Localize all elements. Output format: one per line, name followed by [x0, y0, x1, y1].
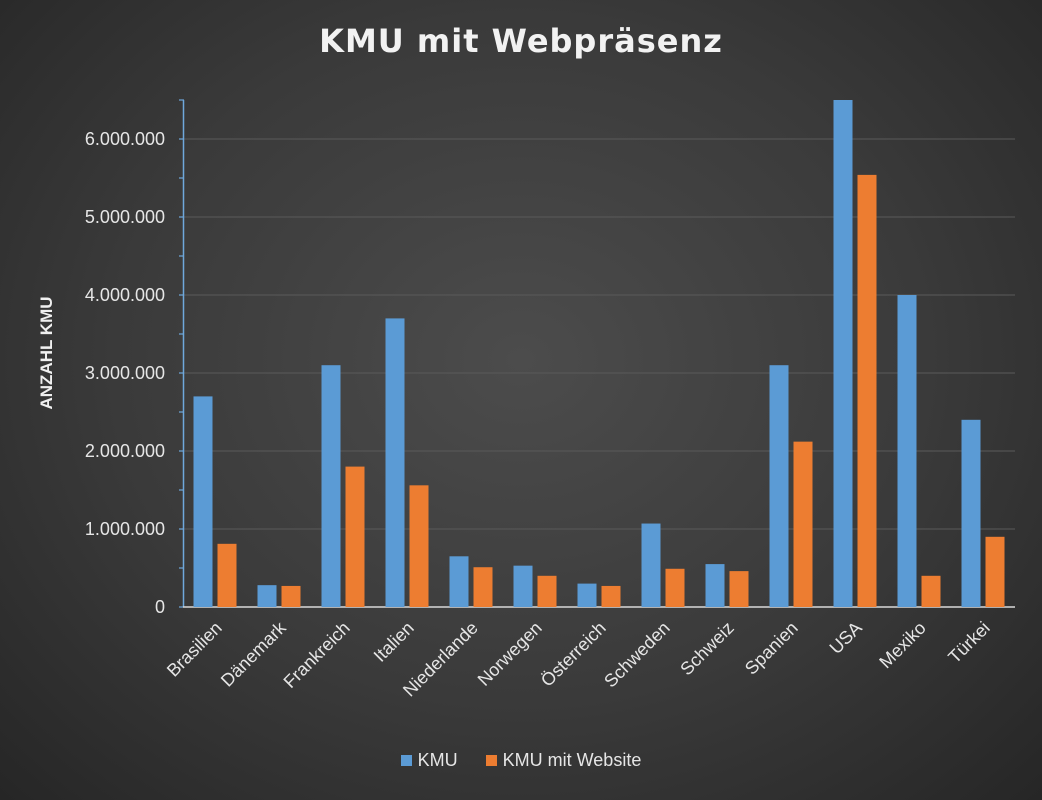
x-tick-label: USA — [826, 618, 866, 658]
bar-kmu — [577, 583, 597, 607]
bar-kmu — [385, 318, 405, 607]
bar-kmu-website — [601, 585, 621, 607]
bar-kmu-website — [729, 571, 749, 607]
x-tick-label: Türkei — [944, 618, 994, 668]
bar-kmu-website — [793, 441, 813, 607]
x-tick-label: Schweiz — [676, 618, 738, 680]
bar-kmu — [769, 365, 789, 607]
bar-kmu — [705, 564, 725, 607]
legend-item: KMU — [400, 750, 458, 771]
y-tick-label: 6.000.000 — [85, 129, 165, 149]
y-tick-label: 5.000.000 — [85, 207, 165, 227]
chart-legend: KMU KMU mit Website — [0, 750, 1042, 771]
legend-label: KMU mit Website — [502, 750, 642, 770]
bar-kmu — [961, 419, 981, 607]
bar-kmu-website — [473, 567, 493, 607]
bar-kmu-website — [281, 585, 301, 607]
x-tick-label: Italien — [370, 618, 418, 666]
bar-kmu-website — [537, 575, 557, 607]
bar-kmu — [449, 556, 469, 607]
bar-kmu-website — [665, 568, 685, 607]
x-tick-label: Dänemark — [217, 617, 291, 691]
y-tick-label: 1.000.000 — [85, 519, 165, 539]
bar-kmu-website — [857, 174, 877, 607]
chart-title: KMU mit Webpräsenz — [319, 22, 723, 60]
y-tick-label: 2.000.000 — [85, 441, 165, 461]
legend-swatch — [485, 755, 497, 766]
bar-kmu — [897, 295, 917, 607]
bar-kmu-website — [217, 543, 237, 607]
bar-kmu-website — [409, 485, 429, 607]
y-tick-label: 4.000.000 — [85, 285, 165, 305]
x-tick-label: Spanien — [741, 618, 802, 679]
bar-kmu — [193, 396, 213, 607]
legend-swatch — [400, 755, 412, 766]
y-tick-label: 3.000.000 — [85, 363, 165, 383]
x-tick-label: Brasilien — [163, 618, 226, 681]
y-axis-title: ANZAHL KMU — [37, 296, 56, 409]
bar-kmu-website — [985, 536, 1005, 607]
x-tick-label: Frankreich — [280, 618, 354, 692]
legend-item: KMU mit Website — [485, 750, 642, 771]
legend-label: KMU — [417, 750, 458, 770]
bar-kmu — [321, 365, 341, 607]
bar-kmu — [257, 585, 277, 607]
x-tick-label: Österreich — [537, 618, 610, 691]
bar-kmu — [641, 523, 661, 607]
bar-kmu — [833, 100, 853, 607]
x-tick-label: Norwegen — [474, 618, 546, 690]
bar-kmu — [513, 565, 533, 607]
x-tick-label: Schweden — [600, 618, 674, 692]
x-tick-label: Mexiko — [875, 618, 929, 672]
bar-kmu-website — [921, 575, 941, 607]
bar-kmu-website — [345, 466, 365, 607]
y-tick-label: 0 — [155, 597, 165, 617]
